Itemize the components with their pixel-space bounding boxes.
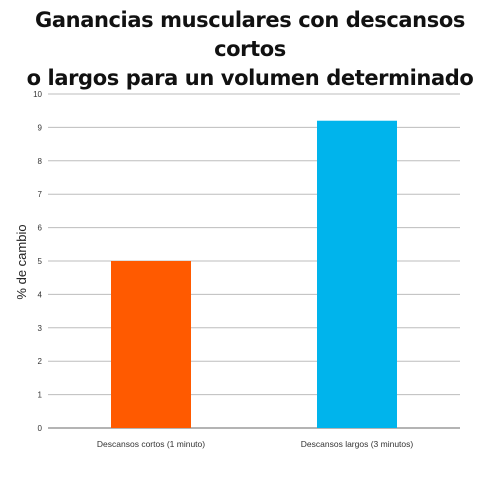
x-category-label: Descansos cortos (1 minuto) (97, 439, 205, 449)
y-tick-label: 10 (33, 90, 42, 99)
bars (111, 120, 397, 428)
y-axis-ticks: 0 1 2 3 4 5 6 7 8 9 10 (33, 90, 42, 433)
y-tick-label: 0 (38, 424, 43, 433)
bar (111, 261, 191, 428)
y-tick-label: 3 (38, 324, 43, 333)
y-axis-label: % de cambio (14, 224, 29, 299)
chart-title-line-2: o largos para un volumen determinado (26, 66, 474, 90)
chart-title-line-1: Ganancias musculares con descansos corto… (35, 8, 465, 61)
chart-title: Ganancias musculares con descansos corto… (0, 6, 500, 93)
x-category-label: Descansos largos (3 minutos) (301, 439, 414, 449)
y-tick-label: 4 (38, 290, 43, 299)
y-tick-label: 9 (38, 123, 43, 132)
y-tick-label: 7 (38, 190, 43, 199)
y-tick-label: 2 (38, 357, 43, 366)
y-tick-label: 6 (38, 224, 43, 233)
bar (317, 120, 397, 428)
x-axis-categories: Descansos cortos (1 minuto) Descansos lar… (97, 439, 413, 449)
y-tick-label: 8 (38, 157, 43, 166)
y-tick-label: 5 (38, 257, 43, 266)
gridlines (48, 93, 460, 429)
y-tick-label: 1 (38, 391, 43, 400)
